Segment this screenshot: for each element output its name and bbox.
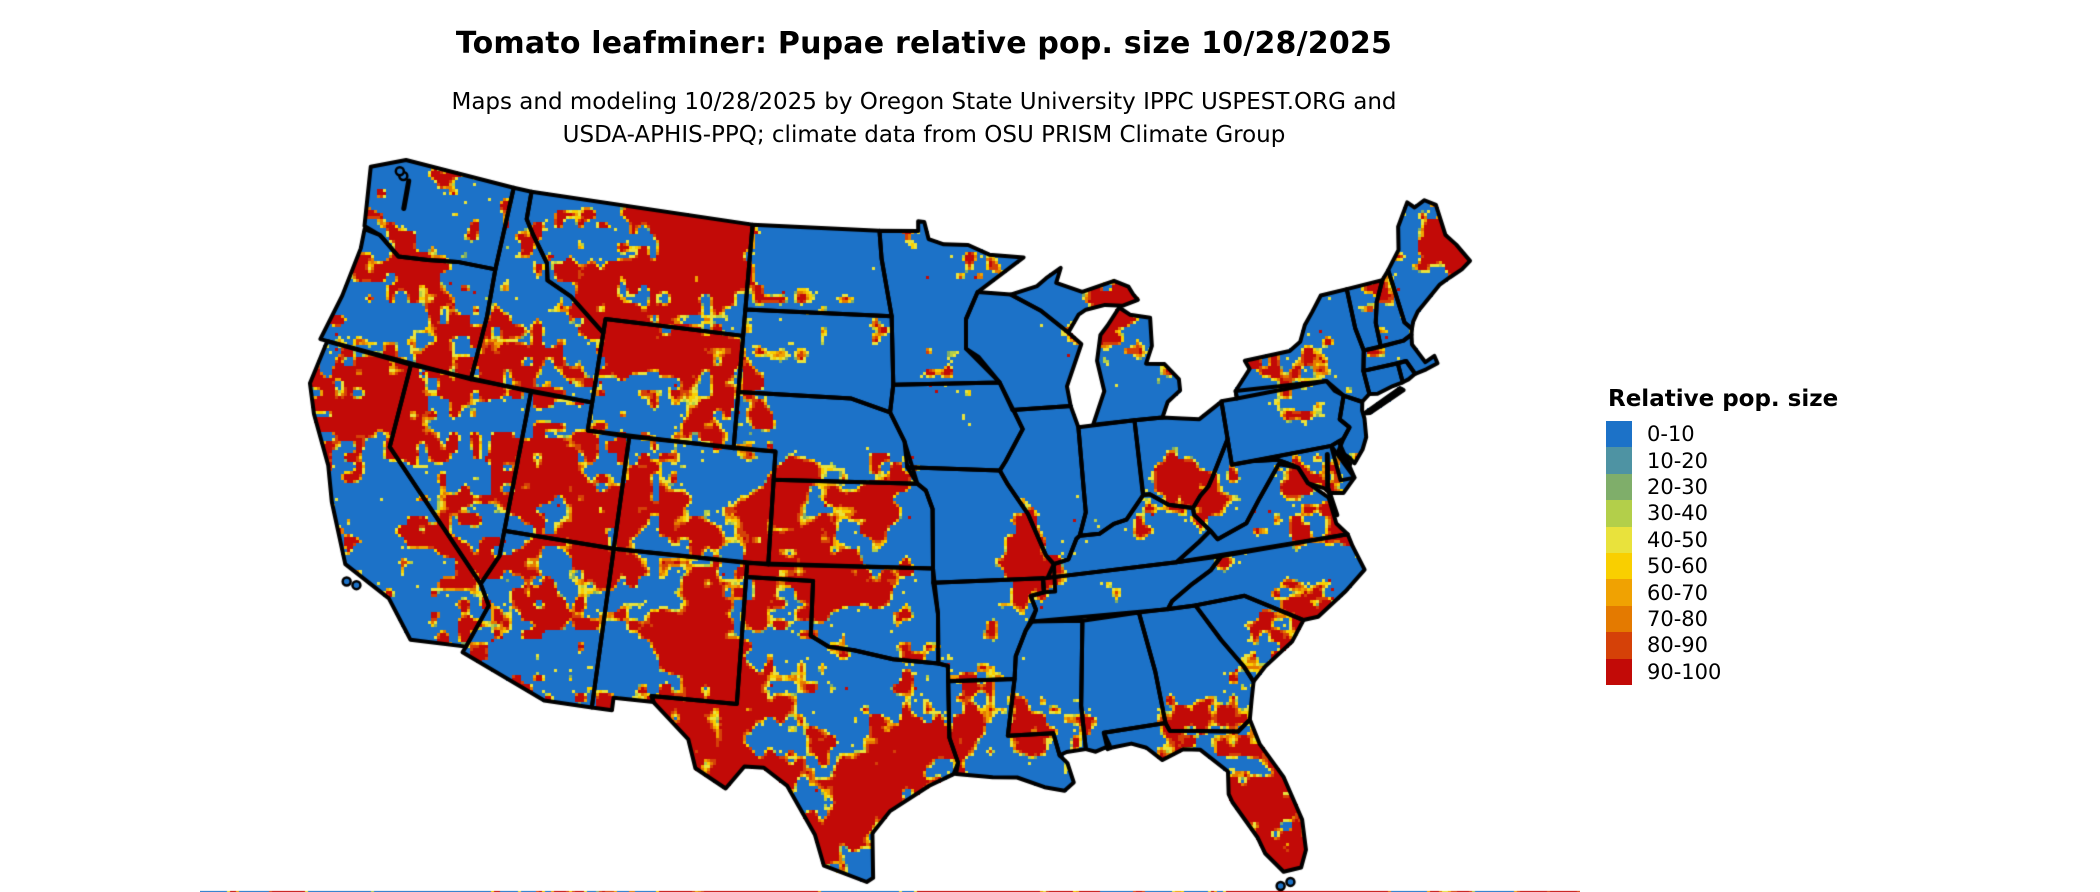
legend-label: 40-50 — [1647, 527, 1709, 552]
map-subtitle-line1: Maps and modeling 10/28/2025 by Oregon S… — [451, 89, 1397, 115]
legend-label: 70-80 — [1647, 606, 1709, 631]
legend-title: Relative pop. size — [1608, 386, 1839, 412]
legend-swatch-60-70 — [1606, 579, 1632, 606]
legend-label: 60-70 — [1647, 580, 1709, 605]
legend-label: 90-100 — [1647, 659, 1722, 684]
legend-label: 0-10 — [1647, 422, 1695, 447]
us-population-map-canvas — [200, 150, 1580, 892]
legend-label: 50-60 — [1647, 554, 1709, 579]
legend-swatch-40-50 — [1606, 526, 1632, 553]
legend-label: 30-40 — [1647, 501, 1709, 526]
legend-swatch-0-10 — [1606, 421, 1632, 448]
legend-row: 50-60 — [1606, 552, 1838, 580]
legend-row: 30-40 — [1606, 500, 1838, 527]
legend-swatch-20-30 — [1606, 473, 1632, 501]
legend-row: 70-80 — [1606, 605, 1838, 633]
legend-row: 10-20 — [1606, 447, 1838, 474]
legend-row: 40-50 — [1606, 526, 1838, 553]
legend-row: 20-30 — [1606, 473, 1838, 501]
legend-label: 10-20 — [1647, 448, 1709, 473]
legend-label: 20-30 — [1647, 474, 1709, 499]
legend-swatch-70-80 — [1606, 605, 1632, 633]
legend-label: 80-90 — [1647, 633, 1709, 658]
legend-swatch-90-100 — [1606, 658, 1632, 685]
legend-row: 0-10 — [1606, 421, 1838, 448]
legend-row: 80-90 — [1606, 632, 1838, 659]
legend-row: 60-70 — [1606, 579, 1838, 606]
legend-swatch-50-60 — [1606, 552, 1632, 580]
title-block: Tomato leafminer: Pupae relative pop. si… — [0, 0, 1848, 152]
legend-row: 90-100 — [1606, 658, 1838, 685]
map-title: Tomato leafminer: Pupae relative pop. si… — [455, 26, 1393, 61]
map-subtitle-line2: USDA-APHIS-PPQ; climate data from OSU PR… — [562, 122, 1286, 148]
legend-swatch-30-40 — [1606, 500, 1632, 527]
legend-swatch-10-20 — [1606, 447, 1632, 474]
legend-swatch-80-90 — [1606, 632, 1632, 659]
legend: Relative pop. size 0-10 10-20 20-30 30-4… — [1606, 386, 1838, 685]
